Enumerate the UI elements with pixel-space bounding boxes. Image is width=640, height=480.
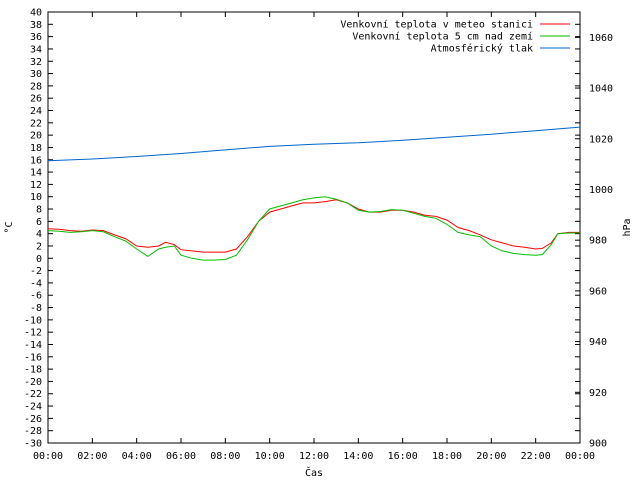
y-tick-label: -28 [24,426,42,437]
x-tick-label: 08:00 [210,451,240,462]
plot-frame [47,11,581,444]
x-tick-label: 22:00 [521,451,551,462]
y2-tick-label: 920 [589,388,607,399]
y-tick-label: -10 [24,315,42,326]
y-tick-label: 8 [36,205,42,216]
y-tick-label: 28 [30,81,42,92]
y-axis-label: °C [4,221,15,233]
y-tick-label: 20 [30,131,42,142]
x-tick-label: 02:00 [77,451,107,462]
series-line-2 [47,196,580,261]
x-tick-label: 18:00 [432,451,462,462]
series-layer [47,126,581,261]
y-tick-label: 2 [36,241,42,252]
y-tick-label: -26 [24,414,42,425]
y2-tick-label: 960 [589,286,607,297]
x-tick-label: 14:00 [343,451,373,462]
y-tick-label: 6 [36,217,42,228]
y-tick-label: 14 [30,168,42,179]
y-tick-label: -22 [24,389,42,400]
x-tick-label: 20:00 [476,451,506,462]
y-tick-label: -2 [30,266,42,277]
y2-tick-label: 980 [589,236,607,247]
y-tick-label: 18 [30,143,42,154]
legend-label: Atmosférický tlak [431,43,533,55]
y-tick-label: -14 [24,340,42,351]
y-tick-label: -4 [30,278,42,289]
x-tick-label: 00:00 [33,451,63,462]
y-tick-label: 24 [30,106,42,117]
y-tick-label: -16 [24,352,42,363]
y-tick-label: 16 [30,155,42,166]
x-tick-label: 16:00 [388,451,418,462]
y-tick-label: 26 [30,94,42,105]
y-tick-label: 32 [30,57,42,68]
y-tick-label: -18 [24,365,42,376]
legend-label: Venkovní teplota v meteo stanici [340,19,533,31]
y-tick-label: 30 [30,69,42,80]
y-tick-label: -24 [24,402,42,413]
ticks-layer: -30-28-26-24-22-20-18-16-14-12-10-8-6-4-… [24,8,613,463]
y-tick-label: -30 [24,439,42,450]
y-tick-label: 40 [30,8,42,19]
y2-tick-label: 940 [589,337,607,348]
y-tick-label: 12 [30,180,42,191]
y2-tick-label: 900 [589,439,607,450]
y-tick-label: -12 [24,328,42,339]
legend-label: Venkovní teplota 5 cm nad zemí [352,31,533,43]
x-tick-label: 00:00 [565,451,595,462]
y2-tick-label: 1040 [589,84,613,95]
y-tick-label: -20 [24,377,42,388]
x-tick-label: 10:00 [255,451,285,462]
y2-tick-label: 1000 [589,185,613,196]
y-tick-label: 10 [30,192,42,203]
y-tick-label: -8 [30,303,42,314]
y-tick-label: 36 [30,32,42,43]
y2-tick-label: 1020 [589,134,613,145]
x-tick-label: 12:00 [299,451,329,462]
y-tick-label: 4 [36,229,42,240]
y-tick-label: 0 [36,254,42,265]
series-line-1 [47,199,580,253]
y-tick-label: -6 [30,291,42,302]
y-tick-label: 34 [30,44,42,55]
x-tick-label: 04:00 [122,451,152,462]
y2-axis-label: hPa [622,218,633,236]
y2-tick-label: 1060 [589,33,613,44]
legend: Venkovní teplota v meteo staniciVenkovní… [340,19,570,55]
x-axis-label: Čas [305,466,323,479]
series-line-3 [47,126,581,162]
x-tick-label: 06:00 [166,451,196,462]
y-tick-label: 38 [30,20,42,31]
y-tick-label: 22 [30,118,42,129]
